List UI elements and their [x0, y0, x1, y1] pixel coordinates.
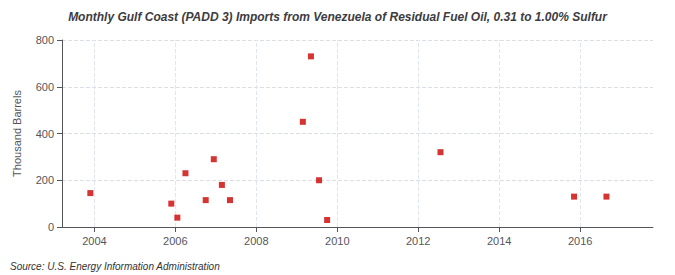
svg-text:200: 200: [36, 174, 54, 186]
svg-text:2004: 2004: [82, 235, 106, 247]
svg-text:2012: 2012: [406, 235, 430, 247]
svg-text:2010: 2010: [325, 235, 349, 247]
svg-text:0: 0: [48, 221, 54, 233]
svg-text:Monthly Gulf Coast (PADD 3) Im: Monthly Gulf Coast (PADD 3) Imports from…: [68, 10, 608, 24]
svg-text:2006: 2006: [163, 235, 187, 247]
svg-text:800: 800: [36, 34, 54, 46]
svg-text:Source: U.S. Energy Informatio: Source: U.S. Energy Information Administ…: [10, 261, 220, 272]
svg-text:400: 400: [36, 128, 54, 140]
svg-text:2016: 2016: [568, 235, 592, 247]
svg-text:2014: 2014: [487, 235, 511, 247]
svg-text:600: 600: [36, 81, 54, 93]
svg-text:Thousand Barrels: Thousand Barrels: [11, 90, 23, 177]
svg-text:2008: 2008: [244, 235, 268, 247]
